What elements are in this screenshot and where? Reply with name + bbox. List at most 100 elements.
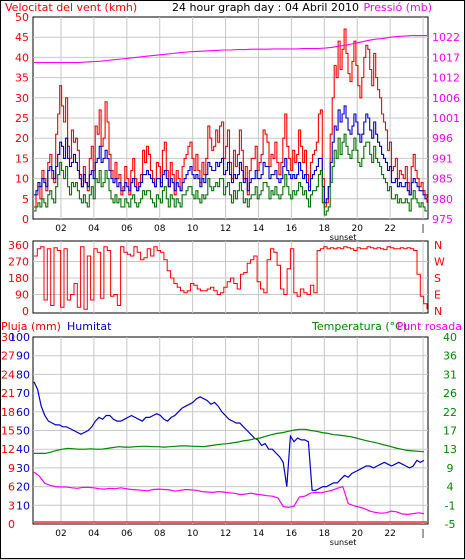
temperature-tick-label: 36 [443,350,457,363]
humidity-tick-label: 40 [16,443,30,456]
pressure-axis-title: Pressió (mb) [363,1,432,14]
left-tick-label: 35 [15,72,29,85]
x-tick-label: 22 [384,529,395,539]
temperature-tick-label: 4 [447,481,454,494]
temperature-axis-title: Temperatura (°C) [311,320,407,333]
x-tick-label: 12 [220,529,231,539]
right-tick-label: 996 [432,132,453,145]
rain-tick-label: 12 [1,443,15,456]
right-tick-label: 975 [432,213,453,226]
rain-tick-label: 24 [1,368,15,381]
humidity-temperature-panel: 036912151821242730102030405060708090100-… [1,331,457,547]
x-tick-label: 14 [253,224,265,234]
rain-axis-title: Pluja (mm) [1,320,61,333]
left-tick-label: 50 [15,11,29,24]
series-line-wind [34,105,427,204]
right-tick-label: 1017 [432,51,460,64]
compass-label: S [434,272,441,285]
right-tick-label: 980 [432,193,453,206]
x-tick-label: 18 [319,224,331,234]
sunset-label: sunset [330,538,357,547]
direction-tick-label: 0 [22,305,29,318]
temperature-tick-label: 26 [443,387,457,400]
wind-pressure-panel: 0 5 10 15 20 25 30 35 40 45 50 975 980 985 991 996 1001 1… [15,11,460,242]
x-tick-label: | [422,529,425,539]
series-line-gust [34,28,428,208]
rain-tick-label: 15 [1,425,15,438]
x-tick-label: 20 [352,529,364,539]
rain-tick-label: 9 [8,462,15,475]
x-tick-label: 20 [352,224,364,234]
chart-title: 24 hour graph day : 04 Abril 2010 [172,1,359,14]
rain-tick-label: 0 [8,518,15,531]
series-line-humidity [33,381,425,491]
humidity-tick-label: 10 [16,499,30,512]
series-line-avg [34,133,427,216]
right-tick-label: 1012 [432,72,460,85]
humidity-axis-title: Humitat [67,320,112,333]
right-tick-label: 1006 [432,92,460,105]
temperature-tick-label: 13 [443,443,457,456]
compass-label: W [434,256,445,269]
temperature-tick-label: 31 [443,368,457,381]
left-tick-label: 45 [15,31,29,44]
direction-tick-label: 360 [8,239,29,252]
compass-label: E [434,289,441,302]
series-line-pressure [34,35,427,64]
left-tick-label: 15 [15,152,29,165]
x-tick-label: 10 [187,224,199,234]
rain-tick-label: 21 [1,387,15,400]
x-tick-label: 16 [286,529,298,539]
sunset-label: sunset [330,233,357,242]
x-tick-label: 04 [88,224,100,234]
x-tick-label: 08 [154,224,166,234]
x-tick-label: 04 [88,529,100,539]
x-tick-label: 14 [253,529,265,539]
humidity-tick-label: 80 [16,368,30,381]
plot-area-frame [32,240,429,314]
temperature-tick-label: -1 [445,499,456,512]
wind-axis-title: Velocitat del vent (kmh) [5,1,137,14]
x-tick-label: 22 [384,224,395,234]
left-tick-label: 40 [15,51,29,64]
left-tick-label: 25 [15,112,29,125]
direction-tick-label: 270 [8,256,29,269]
right-tick-label: 985 [432,173,453,186]
left-tick-label: 30 [15,92,29,105]
x-tick-label: 08 [154,529,166,539]
x-tick-label: 16 [286,224,298,234]
compass-label: N [434,305,442,318]
humidity-tick-label: 90 [16,350,30,363]
temperature-tick-label: 22 [443,406,457,419]
humidity-tick-label: 20 [16,481,30,494]
temperature-tick-label: 40 [443,331,457,344]
temperature-tick-label: -5 [445,518,456,531]
right-tick-label: 1022 [432,31,460,44]
direction-tick-label: 90 [15,289,29,302]
right-tick-label: 1001 [432,112,460,125]
left-tick-label: 20 [15,132,29,145]
x-tick-label: 12 [220,224,231,234]
dewpoint-axis-title: Punt rosada [397,320,462,333]
rain-tick-label: 6 [8,481,15,494]
humidity-tick-label: 30 [16,462,30,475]
rain-tick-label: 30 [1,331,15,344]
x-tick-label: 06 [121,529,133,539]
x-tick-label: | [422,224,425,234]
x-tick-label: 18 [319,529,331,539]
humidity-tick-label: 50 [16,425,30,438]
x-tick-label: 06 [121,224,133,234]
temperature-tick-label: 17 [443,425,457,438]
left-tick-label: 5 [22,193,29,206]
series-line-direction [34,246,428,310]
x-tick-label: 02 [55,529,66,539]
left-tick-label: 10 [15,173,29,186]
humidity-tick-label: 60 [16,406,30,419]
series-line-temperature [34,428,425,454]
humidity-tick-label: 70 [16,387,30,400]
rain-tick-label: 3 [8,499,15,512]
series-line-dewpoint [33,471,425,516]
compass-label: N [434,239,442,252]
